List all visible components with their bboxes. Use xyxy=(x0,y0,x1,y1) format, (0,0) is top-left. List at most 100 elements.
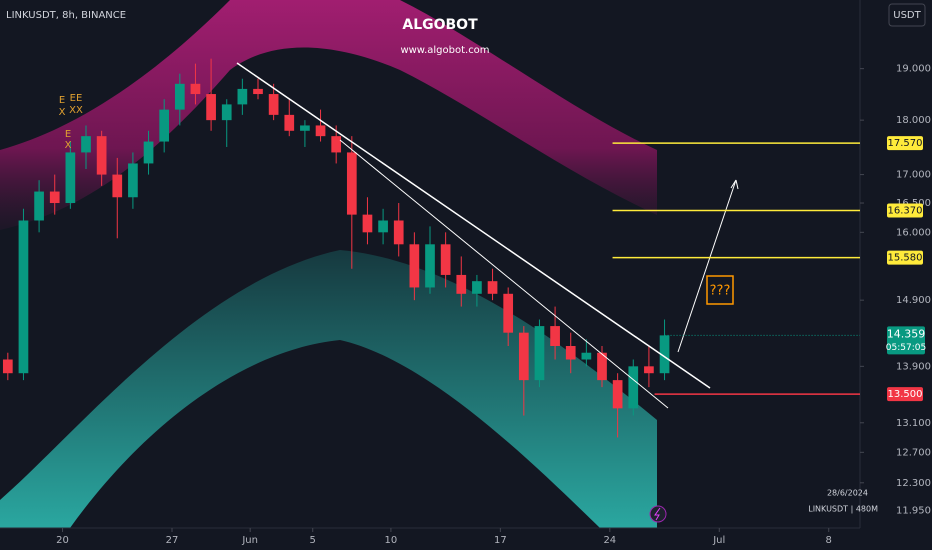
candle-body xyxy=(393,220,404,245)
candle-body xyxy=(190,83,201,95)
candle-body xyxy=(300,125,310,131)
candle-body xyxy=(487,281,498,294)
level-tag xyxy=(887,203,923,218)
y-tick-label: 19.000 xyxy=(896,64,931,75)
candle-body xyxy=(128,163,138,198)
x-tick-label: 5 xyxy=(310,535,316,546)
level-label: 17.570 xyxy=(888,138,923,149)
price-axis xyxy=(860,0,932,550)
candle-body xyxy=(112,174,123,198)
candle-body xyxy=(159,109,170,142)
candle-body xyxy=(284,114,295,131)
candle-body xyxy=(237,88,248,105)
y-tick-label: 16.500 xyxy=(896,198,931,209)
candle-body xyxy=(221,104,232,121)
candle-body xyxy=(315,125,326,137)
x-tick-label: 27 xyxy=(166,535,179,546)
y-tick-label: 18.000 xyxy=(896,115,931,126)
candle-body xyxy=(206,94,216,121)
y-tick-label: 13.100 xyxy=(896,418,931,429)
candle-body xyxy=(18,220,29,374)
candle-body xyxy=(34,191,44,221)
y-tick-label: 12.700 xyxy=(896,447,931,458)
candle-body xyxy=(644,366,654,374)
watermark-url: www.algobot.com xyxy=(400,45,489,56)
level-tag xyxy=(887,136,923,151)
candle-body xyxy=(503,293,514,333)
lower-band xyxy=(0,250,657,528)
candle-body xyxy=(425,244,435,288)
candle-body xyxy=(409,244,420,288)
watermark-title: ALGOBOT xyxy=(402,17,478,33)
last-price-tag xyxy=(887,326,925,355)
x-tick-label: 10 xyxy=(385,535,398,546)
candle-body xyxy=(65,152,76,204)
target-label: ??? xyxy=(710,284,731,299)
level-label: 15.580 xyxy=(888,253,923,264)
y-tick-label: 11.950 xyxy=(896,505,931,516)
date-stamp: 28/6/2024 xyxy=(827,489,868,498)
signal: XX xyxy=(69,105,83,116)
candle-body xyxy=(628,366,639,409)
candle-body xyxy=(581,352,592,360)
x-tick-label: Jul xyxy=(712,535,725,546)
countdown: 05:57:05 xyxy=(886,343,926,353)
candle-body xyxy=(331,136,342,153)
candle-body xyxy=(2,359,13,374)
candle-body xyxy=(49,191,60,204)
y-tick-label: 12.300 xyxy=(896,478,931,489)
currency-box[interactable] xyxy=(888,3,926,27)
candle-body xyxy=(565,345,576,360)
trendline xyxy=(236,62,711,389)
level-label: 16.370 xyxy=(888,206,923,217)
candle-body xyxy=(378,220,388,233)
projection-arrow xyxy=(677,179,737,353)
candle-body xyxy=(174,83,185,110)
upper-band xyxy=(0,0,657,230)
event-icon-bolt xyxy=(654,507,661,521)
signal: X xyxy=(65,140,72,151)
candle-body xyxy=(612,380,623,409)
level-tag xyxy=(887,250,923,265)
signal: E xyxy=(65,129,71,140)
arrow-head xyxy=(730,179,739,190)
candle-body xyxy=(96,136,107,175)
candle-body xyxy=(253,88,263,95)
candle-body xyxy=(472,281,482,294)
signal: E xyxy=(59,95,65,106)
x-tick-label: 8 xyxy=(826,535,832,546)
target-box xyxy=(706,275,734,305)
candle-body xyxy=(268,94,279,115)
candle-body xyxy=(534,326,545,381)
x-tick-label: Jun xyxy=(241,535,258,546)
level-tag xyxy=(887,387,923,402)
y-tick-label: 17.000 xyxy=(896,170,931,181)
event-icon[interactable] xyxy=(649,505,667,523)
candle-body xyxy=(440,244,451,275)
y-tick-label: 13.900 xyxy=(896,361,931,372)
level-label: 13.500 xyxy=(888,389,923,400)
plot-area xyxy=(2,58,670,438)
candle-body xyxy=(362,214,373,233)
x-tick-label: 24 xyxy=(603,535,616,546)
candle-body xyxy=(346,152,357,215)
symbol-info: LINKUSDT | 480M xyxy=(808,505,878,514)
signal: EE xyxy=(70,93,83,104)
candle-body xyxy=(81,136,91,153)
candle-body xyxy=(597,352,607,381)
candle-body xyxy=(143,141,154,164)
trendline xyxy=(339,139,669,409)
candle-body xyxy=(518,332,529,381)
candle-body xyxy=(550,326,560,346)
x-tick-label: 17 xyxy=(494,535,507,546)
x-tick-label: 20 xyxy=(56,535,69,546)
candle-body xyxy=(659,335,670,374)
last-price-label: 14.359 xyxy=(887,327,926,340)
symbol-title: LINKUSDT, 8h, BINANCE xyxy=(6,10,126,21)
y-tick-label: 14.900 xyxy=(896,295,931,306)
currency[interactable]: USDT xyxy=(893,10,921,21)
y-tick-label: 16.000 xyxy=(896,227,931,238)
candle-body xyxy=(456,274,467,294)
signal: X xyxy=(59,107,66,118)
